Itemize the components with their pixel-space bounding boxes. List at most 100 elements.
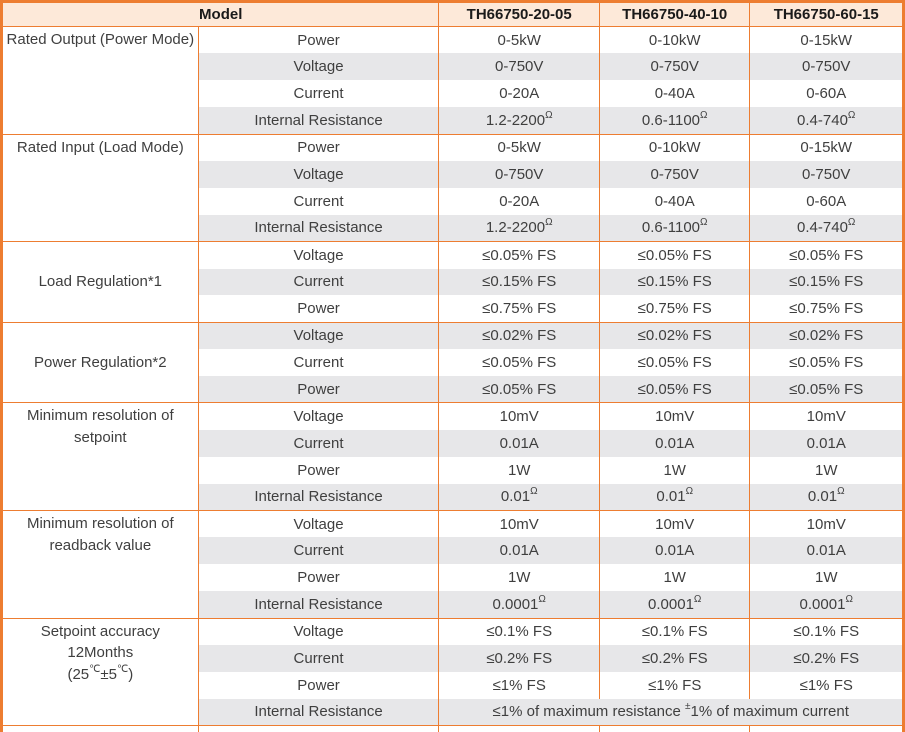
value-cell: 0.0001Ω [749, 591, 904, 619]
parameter-cell: Internal Resistance [197, 698, 439, 726]
value-cell: 0.01Ω [749, 483, 904, 511]
value-cell: 0-750V [438, 53, 600, 81]
parameter-cell: Power [197, 295, 439, 323]
value-cell: 0-5kW [438, 26, 600, 54]
value-cell: ≤0.05% FS [438, 349, 600, 377]
value-cell: 0-750V [749, 160, 904, 188]
value-cell: ≤0.05% FS [598, 241, 750, 269]
value-cell: 0-750V [438, 160, 600, 188]
group-cell: Rated Input (Load Mode) [1, 133, 199, 242]
value-cell: 0-10kW [598, 133, 750, 161]
value-cell: 0.0001Ω [438, 591, 600, 619]
group-cell: Setpoint accuracy 12Months (25℃±5℃) [1, 617, 199, 726]
value-cell: 0.01A [749, 429, 904, 457]
value-cell: ≤1% FS [438, 671, 600, 699]
value-cell: 0-20A [438, 80, 600, 108]
table-row: Rated Input (Load Mode) Power 0-5kW 0-10kW 0… [1, 133, 904, 242]
value-cell: ≤0.2% FS [438, 644, 600, 672]
table-row: Current 0-20A 0-40A 0-60A [2, 80, 904, 108]
parameter-cell: Current [197, 187, 439, 215]
value-cell: 0.6-1100Ω [598, 214, 750, 242]
value-cell: ≤0.1% FS [749, 617, 904, 645]
table-row: Power 1W 1W 1W [2, 456, 904, 484]
parameter-cell: Voltage [197, 402, 439, 430]
value-cell: ≤0.05% FS [749, 376, 904, 403]
value-cell: 0-60A [749, 80, 904, 108]
parameter-cell: Voltage [197, 241, 439, 269]
value-cell: 1W [749, 564, 904, 592]
table-row: Current 0-20A 0-40A 0-60A [2, 187, 904, 215]
value-cell: ≤0.1% FS [598, 617, 750, 645]
table-row: Minimum resolution of setpoint Voltage 10m… [1, 402, 904, 511]
parameter-cell: Current [197, 80, 439, 108]
value-cell: 10mV [438, 402, 600, 430]
parameter-cell: Internal Resistance [197, 591, 439, 619]
value-cell: ≤0.02% FS [438, 321, 600, 350]
value-cell: 1W [438, 456, 600, 484]
parameter-cell: Power [197, 671, 439, 699]
value-cell: 10mV [438, 510, 600, 538]
table-row: Minimum resolution of readback value Volt… [1, 510, 904, 619]
value-cell: 1W [749, 456, 904, 484]
value-cell: ≤0.05% FS [598, 376, 750, 403]
parameter-cell: Power [197, 456, 439, 484]
value-cell: ≤0.05% FS [749, 241, 904, 269]
parameter-cell: Voltage [197, 510, 439, 538]
value-cell: ≤0.1% FS [438, 617, 600, 645]
parameter-cell: Voltage [197, 160, 439, 188]
table-row: Power ≤0.75% FS ≤0.75% FS ≤0.75% FS [2, 295, 904, 323]
value-cell: 0-750V [598, 160, 750, 188]
group-cell: Power Regulation*2 [1, 321, 199, 403]
value-cell: ≤0.2% FS [598, 644, 750, 672]
value-cell: ≤0.02% FS [749, 321, 904, 350]
table-row: Current 0.01A 0.01A 0.01A [2, 537, 904, 565]
group-cell: Load Regulation*1 [1, 241, 199, 323]
table-row: Internal Resistance 0.0001Ω 0.0001Ω 0.0001Ω [2, 591, 904, 619]
group-cell: Minimum resolution of setpoint [1, 402, 199, 511]
value-cell: ≤0.15% FS [749, 268, 904, 296]
table-row: Voltage 0-750V 0-750V 0-750V [2, 53, 904, 81]
model-name-3: TH66750-60-15 [749, 1, 904, 27]
value-cell: 0-20A [438, 187, 600, 215]
parameter-cell: Current [197, 644, 439, 672]
table-row: Internal Resistance 0.01Ω 0.01Ω 0.01Ω [2, 483, 904, 511]
partial-row [1, 725, 904, 732]
parameter-cell: Internal Resistance [197, 214, 439, 242]
value-cell: ≤0.75% FS [749, 295, 904, 323]
value-cell: 0.6-1100Ω [598, 107, 750, 135]
value-cell: 1.2-2200Ω [438, 214, 600, 242]
value-cell: 0-10kW [598, 26, 750, 54]
header-row: Model TH66750-20-05 TH66750-40-10 TH6675… [1, 1, 904, 27]
parameter-cell: Current [197, 349, 439, 377]
model-name-1: TH66750-20-05 [438, 1, 600, 27]
value-cell: 0.4-740Ω [749, 214, 904, 242]
value-cell: 10mV [598, 510, 750, 538]
value-cell: 0-40A [598, 187, 750, 215]
value-cell: 1W [438, 564, 600, 592]
parameter-cell: Voltage [197, 321, 439, 350]
value-cell: ≤0.05% FS [749, 349, 904, 377]
parameter-cell: Internal Resistance [197, 107, 439, 135]
value-cell: 10mV [749, 510, 904, 538]
value-cell: ≤0.15% FS [598, 268, 750, 296]
model-header-label: Model [1, 1, 439, 27]
value-cell: 10mV [598, 402, 750, 430]
empty-cell [598, 725, 750, 732]
table-row: Internal Resistance 1.2-2200Ω 0.6-1100Ω 0.4… [2, 214, 904, 242]
value-cell: 0-60A [749, 187, 904, 215]
table-row: Power ≤1% FS ≤1% FS ≤1% FS [2, 671, 904, 699]
table-row: Current ≤0.05% FS ≤0.05% FS ≤0.05% FS [2, 349, 904, 377]
table-row: Power ≤0.05% FS ≤0.05% FS ≤0.05% FS [2, 376, 904, 403]
value-cell: ≤0.75% FS [438, 295, 600, 323]
parameter-cell: Voltage [197, 53, 439, 81]
value-cell: 0.01A [438, 429, 600, 457]
group-cell: Minimum resolution of readback value [1, 510, 199, 619]
table-row: Current ≤0.15% FS ≤0.15% FS ≤0.15% FS [2, 268, 904, 296]
parameter-cell: Power [197, 376, 439, 403]
group-cell: Rated Output (Power Mode) [1, 26, 199, 135]
parameter-cell: Current [197, 268, 439, 296]
empty-cell [1, 725, 199, 732]
table-row: Setpoint accuracy 12Months (25℃±5℃) Volta… [1, 617, 904, 726]
